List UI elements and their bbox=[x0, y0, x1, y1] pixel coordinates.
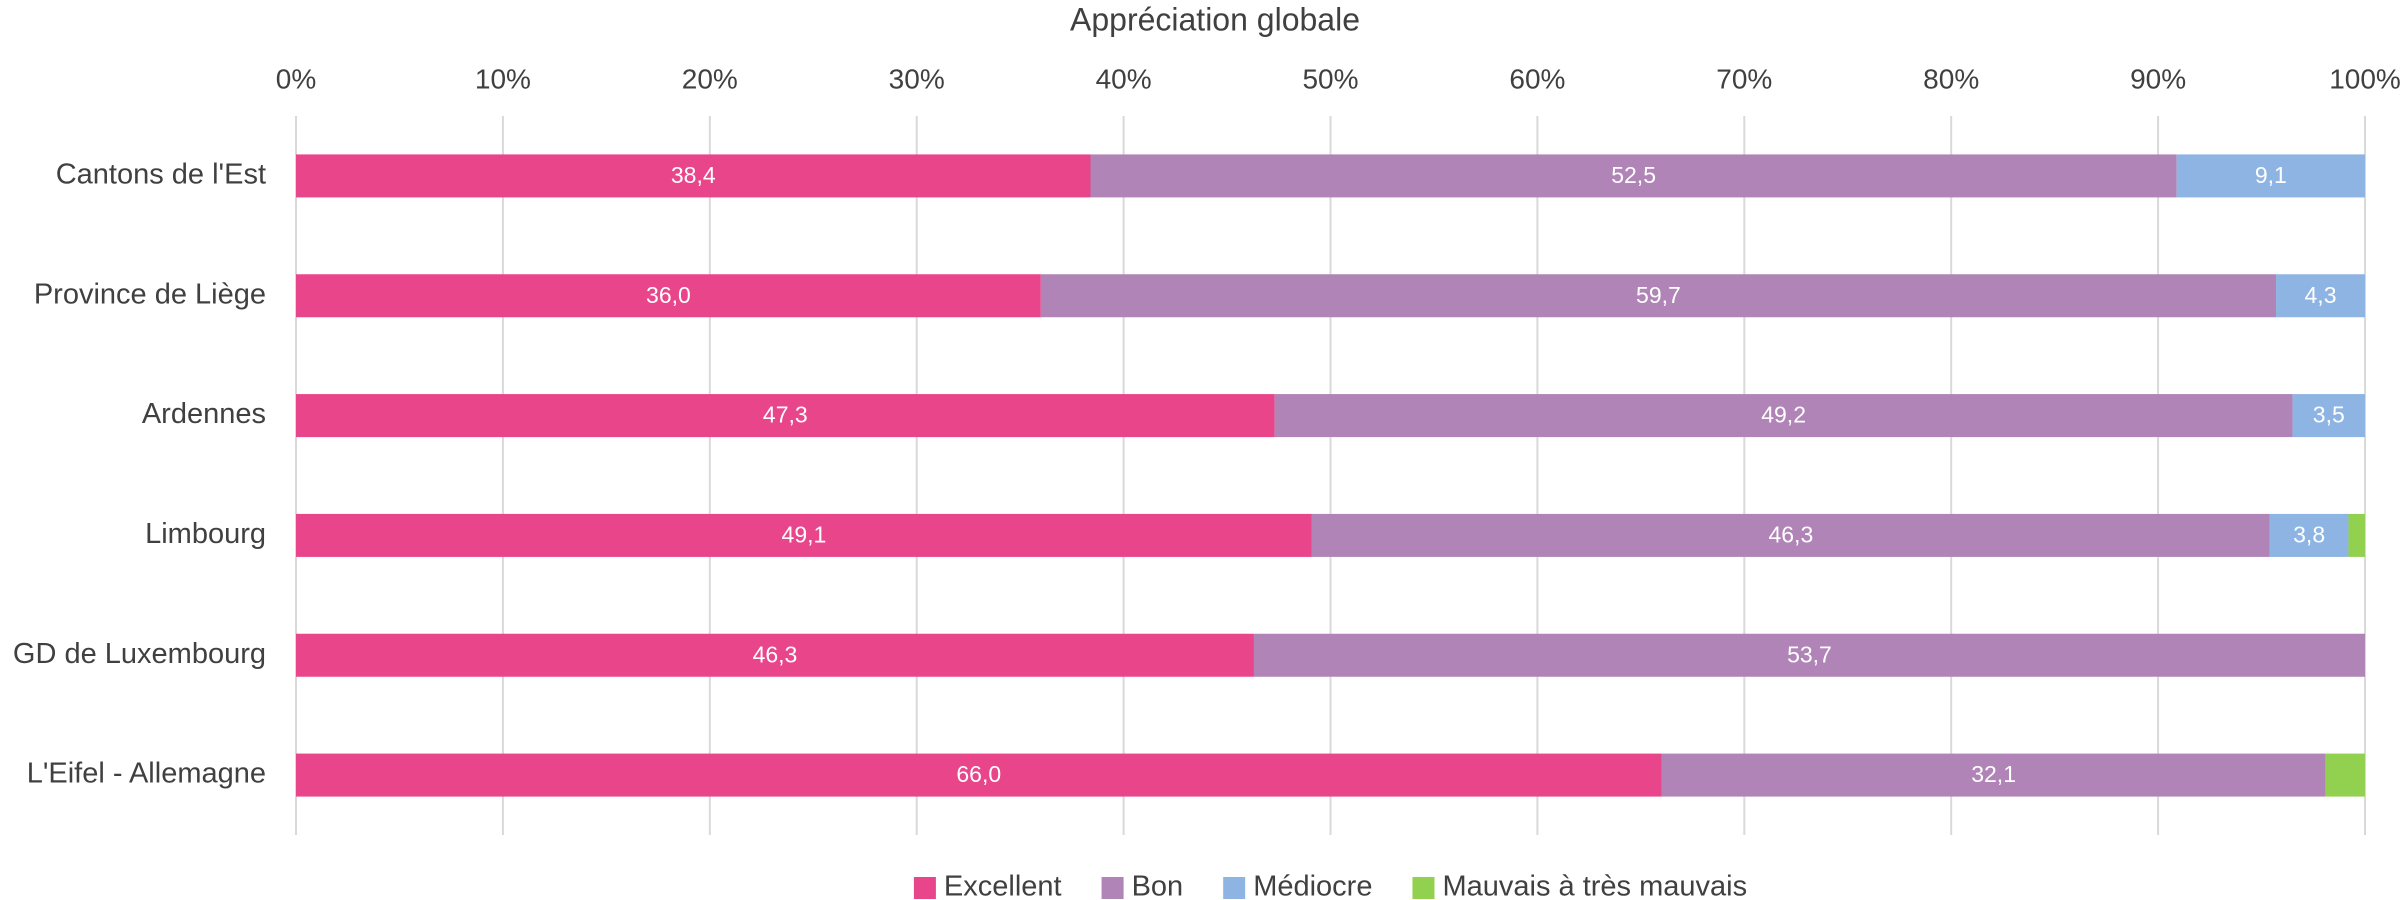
bar-segment bbox=[296, 274, 1041, 318]
x-tick-label: 0% bbox=[276, 63, 316, 94]
legend-swatch bbox=[1412, 877, 1435, 899]
x-tick-label: 100% bbox=[2329, 63, 2401, 94]
x-tick-label: 10% bbox=[475, 63, 531, 94]
x-tick-label: 40% bbox=[1096, 63, 1152, 94]
x-tick-label: 90% bbox=[2130, 63, 2186, 94]
data-label: 59,7 bbox=[1636, 282, 1681, 308]
data-label: 3,8 bbox=[2293, 521, 2325, 547]
bar-segment bbox=[2269, 513, 2349, 557]
bar-segment bbox=[296, 753, 1662, 797]
bar-segment bbox=[2292, 394, 2365, 438]
x-tick-label: 50% bbox=[1302, 63, 1358, 94]
data-label: 4,3 bbox=[2305, 282, 2337, 308]
y-tick-label: Ardennes bbox=[142, 398, 266, 430]
legend-swatch bbox=[913, 877, 936, 899]
y-tick-label: L'Eifel - Allemagne bbox=[27, 758, 266, 790]
data-label: 47,3 bbox=[763, 402, 808, 428]
y-tick-label: Cantons de l'Est bbox=[56, 159, 266, 191]
bar-segment bbox=[1311, 513, 2270, 557]
x-tick-label: 70% bbox=[1716, 63, 1772, 94]
data-label: 46,3 bbox=[1768, 521, 1813, 547]
bar-segment bbox=[296, 633, 1254, 677]
y-tick-label: Province de Liège bbox=[34, 278, 266, 310]
data-label: 52,5 bbox=[1611, 162, 1656, 188]
bar-segment bbox=[2276, 274, 2365, 318]
bar-segment bbox=[1090, 154, 2177, 198]
y-tick-label: Limbourg bbox=[145, 518, 266, 550]
legend-label: Médiocre bbox=[1253, 871, 1372, 900]
x-tick-label: 80% bbox=[1923, 63, 1979, 94]
bar-segment bbox=[296, 513, 1312, 557]
data-label: 49,2 bbox=[1761, 402, 1806, 428]
data-label: 36,0 bbox=[646, 282, 691, 308]
chart-title: Appréciation globale bbox=[1070, 1, 1360, 37]
bar-segment bbox=[1661, 753, 2326, 797]
data-label: 3,5 bbox=[2313, 402, 2345, 428]
data-label: 49,1 bbox=[782, 521, 827, 547]
data-label: 32,1 bbox=[1971, 761, 2016, 787]
data-label: 53,7 bbox=[1787, 641, 1832, 667]
y-tick-label: GD de Luxembourg bbox=[13, 638, 266, 670]
bar-segment bbox=[296, 154, 1091, 198]
bar-segment bbox=[1040, 274, 2277, 318]
bar-segment bbox=[296, 394, 1275, 438]
x-tick-label: 60% bbox=[1509, 63, 1565, 94]
bar-segment bbox=[1274, 394, 2293, 438]
legend-swatch bbox=[1101, 877, 1124, 899]
data-label: 66,0 bbox=[956, 761, 1001, 787]
legend-swatch bbox=[1223, 877, 1246, 899]
data-label: 46,3 bbox=[753, 641, 798, 667]
x-tick-label: 20% bbox=[682, 63, 738, 94]
bar-segment bbox=[2176, 154, 2365, 198]
bar-segment bbox=[2348, 513, 2365, 557]
bar-segment bbox=[1253, 633, 2365, 677]
legend-label: Bon bbox=[1132, 871, 1184, 900]
bar-segment bbox=[2325, 753, 2365, 797]
data-label: 38,4 bbox=[671, 162, 716, 188]
legend-label: Excellent bbox=[944, 871, 1062, 900]
data-label: 9,1 bbox=[2255, 162, 2287, 188]
legend-label: Mauvais à très mauvais bbox=[1442, 871, 1747, 900]
x-tick-label: 30% bbox=[889, 63, 945, 94]
